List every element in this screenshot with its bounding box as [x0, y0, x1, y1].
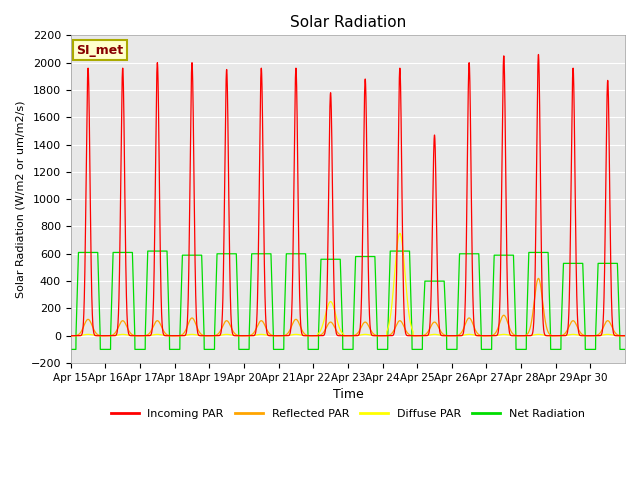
Legend: Incoming PAR, Reflected PAR, Diffuse PAR, Net Radiation: Incoming PAR, Reflected PAR, Diffuse PAR…: [106, 404, 589, 423]
Text: SI_met: SI_met: [76, 44, 124, 57]
Title: Solar Radiation: Solar Radiation: [290, 15, 406, 30]
X-axis label: Time: Time: [333, 388, 364, 401]
Y-axis label: Solar Radiation (W/m2 or um/m2/s): Solar Radiation (W/m2 or um/m2/s): [15, 100, 25, 298]
